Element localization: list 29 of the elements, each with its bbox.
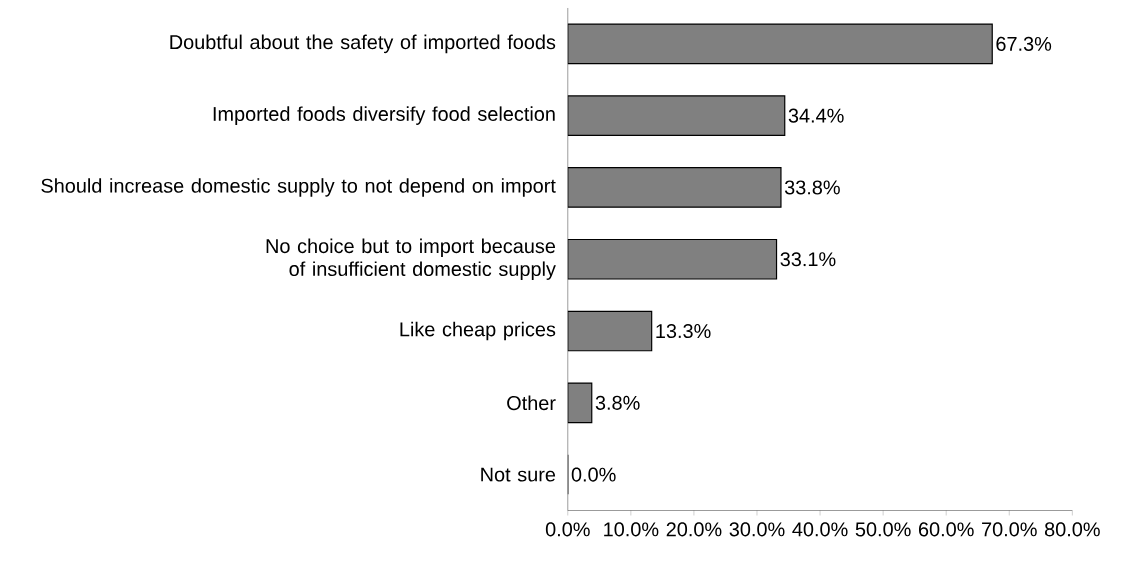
- y-tick-label: Like cheap prices: [400, 321, 556, 341]
- x-tick-label: 70.0%: [982, 522, 1037, 537]
- x-tick-label: 0.0%: [545, 522, 590, 537]
- y-tick-label: Other: [507, 395, 556, 411]
- x-tick-label: 50.0%: [855, 522, 911, 537]
- bar: [567, 166, 782, 208]
- x-tick-label: 40.0%: [792, 522, 848, 537]
- data-label: 0.0%: [571, 467, 616, 482]
- y-tick-label: Should increase domestic supply to not depend on import: [41, 178, 556, 197]
- data-label: 33.1%: [780, 252, 836, 267]
- x-tick-label: 10.0%: [604, 522, 659, 537]
- bar: [567, 23, 993, 65]
- bar: [567, 382, 593, 424]
- x-tick-label: 20.0%: [666, 522, 722, 537]
- x-tick-label: 60.0%: [918, 522, 974, 537]
- bar: [567, 95, 786, 136]
- y-tick-label: No choice but to import because of insufficient domestic supply: [266, 238, 556, 280]
- x-tick-label: 30.0%: [729, 522, 785, 537]
- data-label: 13.3%: [656, 323, 711, 338]
- x-tick-label: 80.0%: [1044, 522, 1100, 537]
- y-tick-label: Imported foods diversify food selection: [213, 106, 555, 125]
- y-tick-label: Not sure: [481, 467, 556, 482]
- data-label: 33.8%: [784, 180, 840, 195]
- data-label: 34.4%: [788, 108, 844, 123]
- bar: [567, 310, 653, 352]
- y-tick-label: Doubtful about the safety of imported foods: [170, 34, 556, 54]
- data-label: 3.8%: [595, 395, 640, 410]
- data-label: 67.3%: [996, 36, 1052, 51]
- bar: [567, 238, 778, 280]
